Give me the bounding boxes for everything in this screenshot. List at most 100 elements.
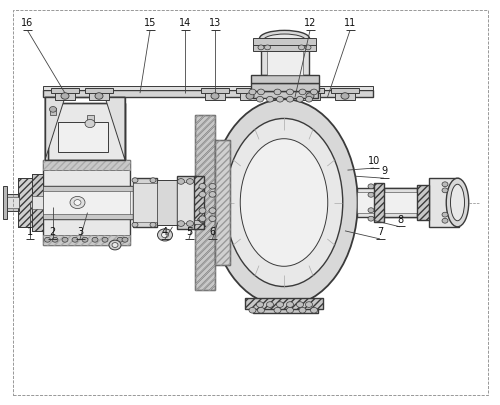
Bar bbox=[253, 38, 316, 45]
Bar bbox=[356, 188, 424, 217]
Circle shape bbox=[158, 229, 172, 241]
Bar bbox=[18, 178, 32, 227]
Circle shape bbox=[186, 221, 194, 226]
Bar bbox=[384, 188, 416, 217]
Circle shape bbox=[44, 237, 51, 242]
Bar bbox=[296, 88, 324, 93]
Circle shape bbox=[274, 307, 281, 313]
Bar bbox=[252, 91, 318, 98]
Circle shape bbox=[299, 307, 306, 313]
Bar bbox=[335, 92, 355, 100]
Circle shape bbox=[72, 237, 78, 242]
Circle shape bbox=[442, 218, 448, 223]
Circle shape bbox=[368, 184, 374, 189]
Circle shape bbox=[199, 208, 206, 213]
Circle shape bbox=[52, 237, 58, 242]
Bar bbox=[267, 40, 302, 75]
Bar bbox=[215, 140, 230, 265]
Bar bbox=[194, 176, 204, 229]
Text: 1: 1 bbox=[27, 227, 33, 237]
Circle shape bbox=[178, 221, 184, 226]
Circle shape bbox=[62, 237, 68, 242]
Bar bbox=[201, 88, 229, 93]
Circle shape bbox=[299, 89, 306, 95]
Circle shape bbox=[286, 89, 294, 95]
Circle shape bbox=[85, 119, 95, 128]
Text: 13: 13 bbox=[209, 18, 221, 28]
Bar bbox=[195, 115, 215, 290]
Bar bbox=[51, 88, 79, 93]
Circle shape bbox=[442, 182, 448, 187]
Bar bbox=[18, 178, 32, 227]
Bar bbox=[55, 92, 75, 100]
Ellipse shape bbox=[210, 99, 358, 306]
Bar bbox=[42, 235, 130, 245]
Bar bbox=[251, 83, 318, 91]
Circle shape bbox=[74, 200, 81, 205]
Circle shape bbox=[199, 192, 206, 197]
Bar bbox=[374, 183, 384, 222]
Bar bbox=[156, 180, 176, 225]
Bar bbox=[42, 160, 130, 170]
Text: 16: 16 bbox=[22, 18, 34, 28]
Bar bbox=[42, 235, 130, 245]
Circle shape bbox=[310, 89, 318, 95]
Circle shape bbox=[70, 196, 85, 209]
Circle shape bbox=[112, 243, 118, 247]
Circle shape bbox=[209, 183, 216, 189]
Circle shape bbox=[258, 307, 264, 313]
Circle shape bbox=[132, 222, 138, 227]
Circle shape bbox=[306, 302, 312, 307]
Ellipse shape bbox=[446, 178, 469, 227]
Bar bbox=[253, 44, 316, 51]
Circle shape bbox=[150, 178, 156, 183]
Circle shape bbox=[258, 89, 264, 95]
Text: 12: 12 bbox=[304, 18, 316, 28]
Circle shape bbox=[150, 222, 156, 227]
Bar bbox=[48, 103, 125, 160]
Circle shape bbox=[286, 307, 294, 313]
Circle shape bbox=[274, 89, 281, 95]
Bar bbox=[374, 183, 384, 222]
Circle shape bbox=[95, 93, 103, 99]
Bar bbox=[245, 298, 322, 309]
Bar bbox=[89, 92, 109, 100]
Circle shape bbox=[296, 302, 304, 307]
Circle shape bbox=[306, 93, 314, 99]
Bar bbox=[42, 214, 282, 219]
Bar bbox=[300, 92, 320, 100]
Circle shape bbox=[117, 237, 123, 242]
Bar bbox=[32, 174, 42, 231]
Bar bbox=[42, 86, 372, 90]
Bar bbox=[252, 305, 318, 313]
Circle shape bbox=[256, 96, 264, 102]
Circle shape bbox=[50, 107, 56, 112]
Circle shape bbox=[256, 302, 264, 307]
Bar bbox=[42, 90, 372, 97]
Bar bbox=[195, 115, 215, 290]
Circle shape bbox=[296, 96, 304, 102]
Circle shape bbox=[61, 93, 69, 99]
Text: 4: 4 bbox=[162, 227, 168, 237]
Text: 6: 6 bbox=[210, 227, 216, 237]
Polygon shape bbox=[45, 97, 65, 160]
Bar bbox=[356, 188, 424, 217]
Bar bbox=[176, 182, 196, 223]
Circle shape bbox=[266, 96, 274, 102]
Circle shape bbox=[82, 237, 88, 242]
Circle shape bbox=[246, 93, 254, 99]
Bar bbox=[261, 38, 308, 75]
Bar bbox=[251, 75, 318, 83]
Circle shape bbox=[306, 96, 312, 102]
Bar bbox=[215, 140, 230, 265]
Text: 15: 15 bbox=[144, 18, 156, 28]
Circle shape bbox=[109, 240, 121, 250]
Circle shape bbox=[199, 183, 206, 189]
Text: 11: 11 bbox=[344, 18, 356, 28]
Text: 10: 10 bbox=[368, 156, 380, 166]
Circle shape bbox=[92, 237, 98, 242]
Bar bbox=[2, 186, 6, 219]
Text: 14: 14 bbox=[179, 18, 191, 28]
Bar bbox=[245, 298, 322, 309]
Text: 8: 8 bbox=[397, 215, 403, 225]
